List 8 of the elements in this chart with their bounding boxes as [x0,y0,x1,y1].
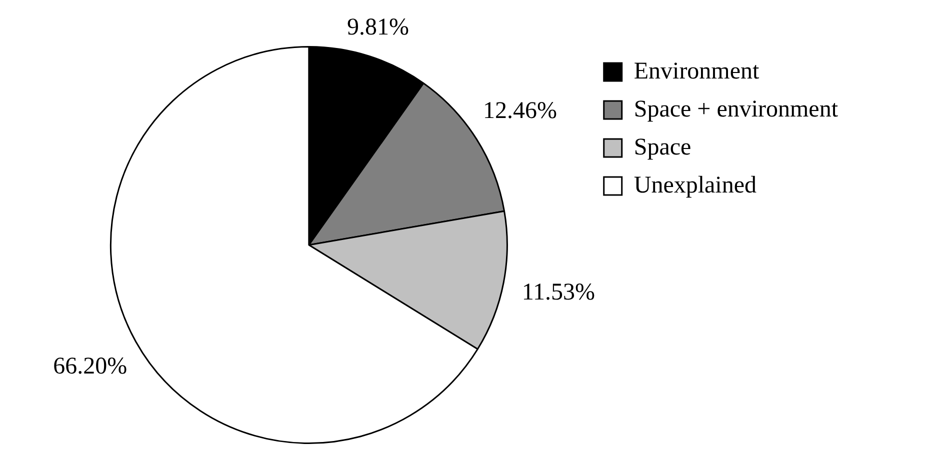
legend-label: Unexplained [634,172,756,198]
legend-label: Space + environment [634,96,838,122]
data-label: 12.46% [482,98,557,124]
legend-label: Environment [634,58,760,84]
data-label: 9.81% [346,14,409,40]
legend-label: Space [634,134,692,160]
data-label: 11.53% [522,279,596,306]
data-label: 66.20% [53,353,128,380]
